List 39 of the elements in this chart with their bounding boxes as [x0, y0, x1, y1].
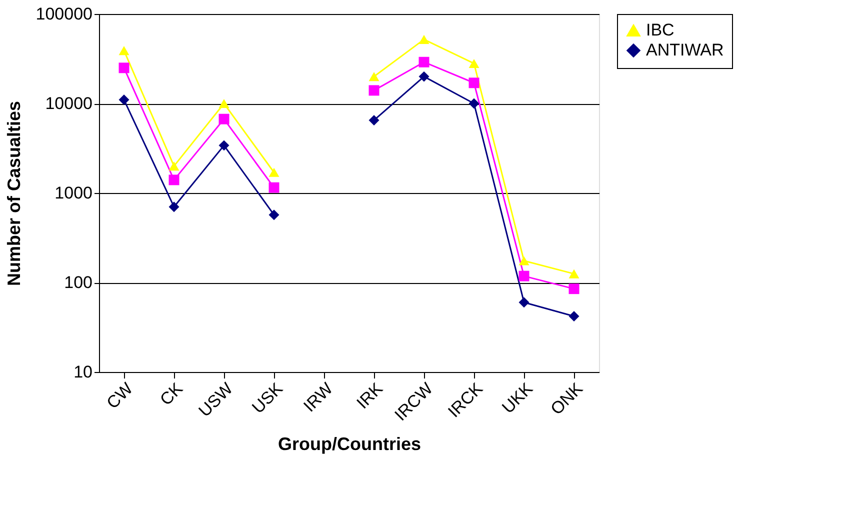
x-tick-label: CW — [103, 379, 137, 413]
point — [568, 310, 580, 322]
y-tick-label: 100000 — [36, 4, 92, 24]
y-tick-label: 10000 — [45, 94, 92, 113]
point — [418, 71, 430, 82]
point — [118, 62, 130, 74]
point — [218, 140, 230, 151]
point — [118, 94, 130, 106]
point — [418, 56, 430, 68]
point — [468, 58, 480, 68]
y-tick-label: 100 — [64, 273, 92, 292]
point — [268, 168, 280, 177]
point — [368, 115, 380, 126]
legend-label: IBC — [646, 20, 674, 40]
point — [368, 72, 380, 82]
point — [568, 284, 580, 294]
x-tick-label: CK — [156, 378, 187, 410]
point — [168, 202, 180, 212]
point — [468, 98, 480, 109]
point — [468, 78, 480, 88]
y-tick-label: 10 — [74, 362, 92, 382]
point — [518, 297, 530, 308]
point — [268, 210, 280, 220]
legend-label: ANTIWAR — [646, 40, 724, 60]
point — [518, 270, 530, 282]
point — [418, 34, 430, 44]
x-tick-label: IRK — [353, 378, 387, 413]
y-axis-title: Number of Casualties — [4, 100, 24, 286]
point — [118, 46, 130, 56]
point — [368, 85, 380, 96]
x-axis-title: Group/Countries — [278, 434, 421, 454]
point — [218, 98, 230, 108]
point — [568, 269, 580, 278]
point — [518, 256, 530, 266]
y-tick-label: 1000 — [54, 184, 92, 202]
point — [168, 162, 180, 171]
point — [168, 174, 180, 186]
point — [268, 182, 280, 193]
point — [218, 114, 230, 124]
